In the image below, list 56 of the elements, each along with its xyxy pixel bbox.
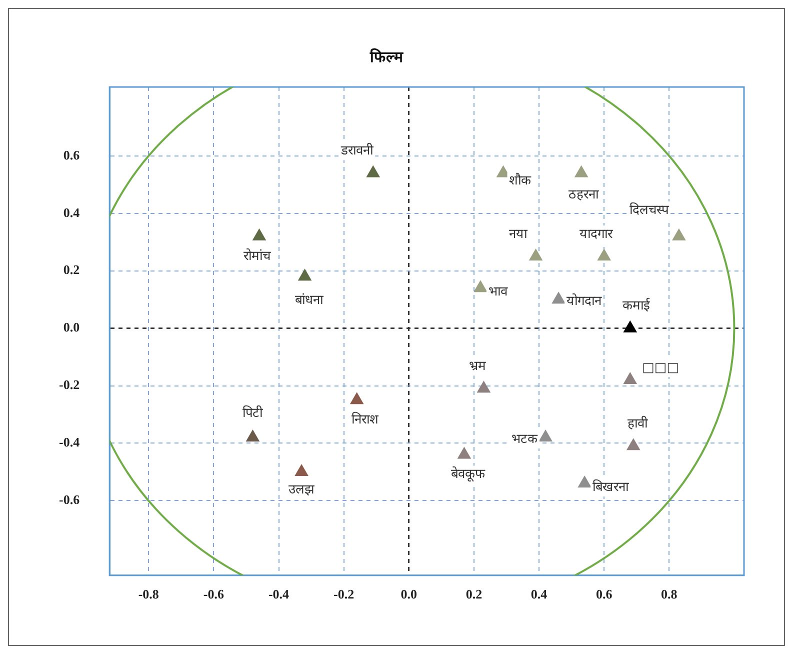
series-label: बांधना — [294, 292, 324, 308]
point — [538, 430, 552, 442]
series-label: भटक — [512, 432, 539, 447]
point — [624, 320, 637, 332]
series-label: डरावनी — [340, 142, 374, 159]
x-tick-label: 0.8 — [661, 586, 678, 602]
series-label: भ्रम — [469, 359, 486, 374]
series-label: नया — [508, 226, 528, 242]
series-label: योगदान — [566, 292, 603, 309]
point — [552, 292, 566, 304]
series-label: हावी — [627, 415, 648, 432]
series-label: भाव — [488, 284, 508, 300]
series-label: बेवकूफ — [451, 466, 486, 482]
point — [672, 228, 686, 240]
y-tick-label: -0.2 — [58, 377, 80, 392]
series-label: यादगार — [580, 226, 614, 242]
point — [246, 430, 260, 442]
series-label: बिखरना — [592, 478, 630, 495]
series-label: निराश — [351, 412, 380, 428]
x-tick-label: 0.6 — [596, 586, 613, 602]
point — [624, 372, 637, 384]
point — [529, 249, 542, 261]
x-tick-label: 0.0 — [400, 586, 418, 602]
y-tick-label: 0.0 — [63, 320, 80, 335]
y-tick-label: 0.2 — [63, 262, 80, 278]
point — [578, 476, 592, 488]
point — [626, 438, 640, 450]
chart-title: फिल्म — [369, 48, 404, 66]
series-label: रोमांच — [244, 248, 272, 264]
point — [458, 447, 471, 459]
x-tick-label: -0.4 — [268, 586, 290, 602]
point — [294, 464, 308, 476]
point — [598, 249, 611, 261]
x-tick-label: -0.2 — [334, 586, 354, 602]
series-label: दिलचस्प — [629, 202, 670, 218]
y-tick-label: 0.4 — [63, 204, 80, 220]
series-label: कमाई — [622, 298, 651, 314]
y-tick-label: -0.4 — [58, 434, 80, 450]
point — [366, 166, 380, 178]
point — [350, 392, 364, 404]
point — [477, 381, 490, 393]
point — [252, 228, 266, 240]
series-label: □□□ — [642, 360, 679, 376]
point — [574, 166, 588, 178]
point — [474, 280, 488, 292]
x-tick-label: 0.4 — [530, 586, 548, 602]
x-tick-label: -0.6 — [203, 586, 224, 602]
series-label: शौक — [509, 172, 532, 189]
series-label: ठहरना — [568, 188, 600, 203]
x-tick-label: -0.8 — [138, 586, 160, 602]
series-label: उलझ — [288, 482, 316, 498]
y-tick-label: 0.6 — [63, 147, 80, 162]
y-tick-label: -0.6 — [58, 492, 80, 508]
x-tick-label: 0.2 — [466, 586, 482, 602]
series-label: पिटी — [242, 404, 264, 421]
point — [298, 269, 312, 281]
